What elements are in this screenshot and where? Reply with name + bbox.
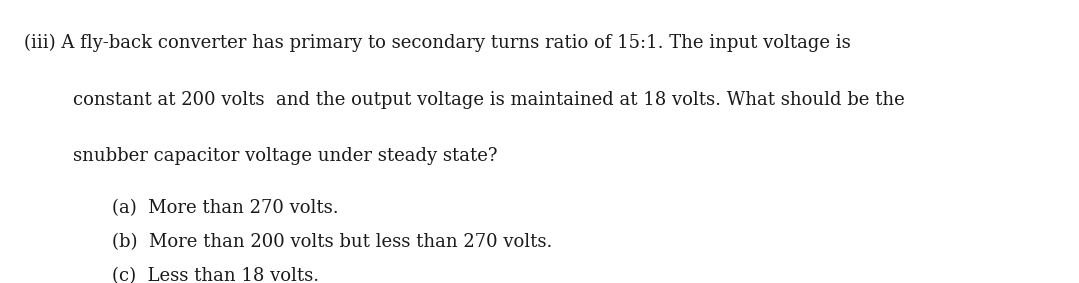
Text: constant at 200 volts  and the output voltage is maintained at 18 volts. What sh: constant at 200 volts and the output vol… <box>73 91 905 109</box>
Text: (iii) A fly-back converter has primary to secondary turns ratio of 15:1. The inp: (iii) A fly-back converter has primary t… <box>24 34 850 52</box>
Text: (c)  Less than 18 volts.: (c) Less than 18 volts. <box>112 267 319 283</box>
Text: (b)  More than 200 volts but less than 270 volts.: (b) More than 200 volts but less than 27… <box>112 233 552 252</box>
Text: (a)  More than 270 volts.: (a) More than 270 volts. <box>112 200 339 218</box>
Text: snubber capacitor voltage under steady state?: snubber capacitor voltage under steady s… <box>73 147 497 165</box>
